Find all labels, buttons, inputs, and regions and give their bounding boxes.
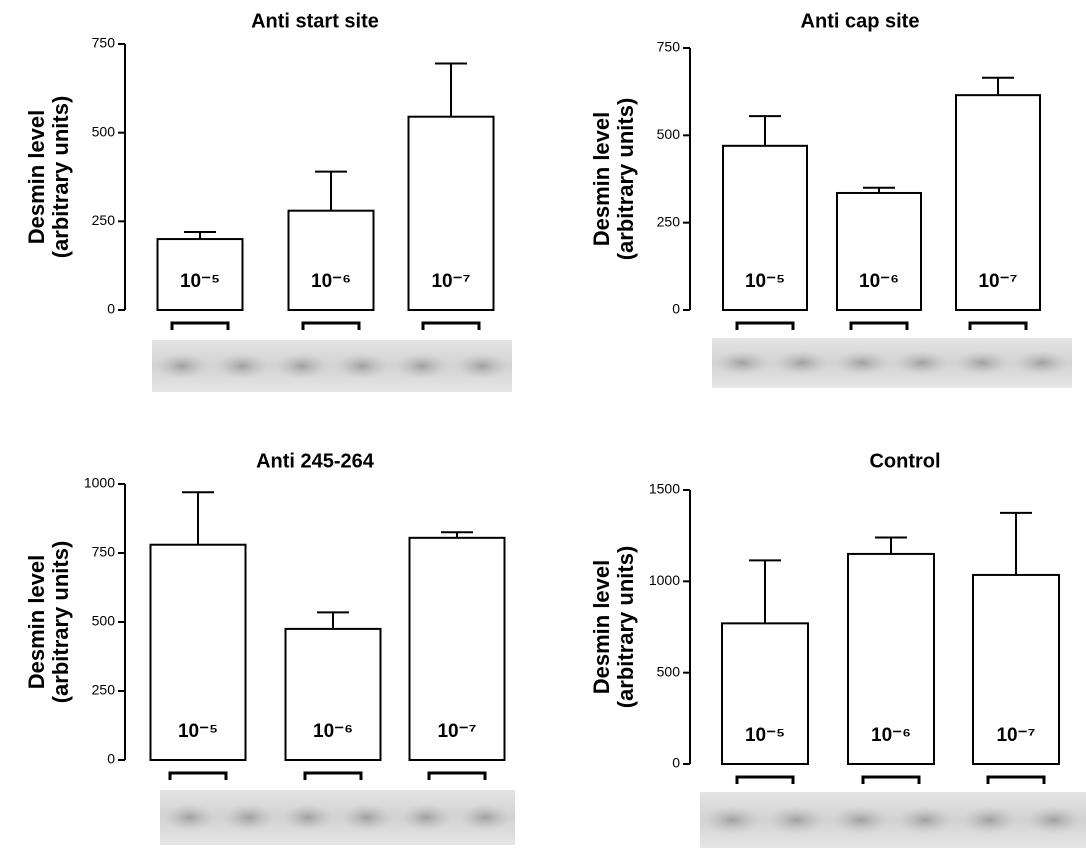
y-tick-label: 250 [657, 213, 681, 229]
bar-category-label: 10⁻⁵ [180, 271, 220, 292]
y-axis-label: (arbitrary units) [48, 96, 73, 259]
bar-category-label: 10⁻⁷ [431, 271, 470, 292]
blot-band [769, 806, 824, 834]
blot-band [456, 353, 507, 379]
bar-category-label: 10⁻⁶ [311, 271, 351, 292]
y-tick-label: 1000 [649, 572, 680, 588]
bar [837, 193, 921, 310]
bar-category-label: 10⁻⁵ [745, 271, 785, 292]
blot-band [836, 351, 887, 376]
blot-band [716, 351, 767, 376]
bar-category-label: 10⁻⁶ [313, 721, 353, 742]
blot-band [401, 804, 452, 832]
chart-title: Control [869, 450, 940, 472]
y-axis-label: Desmin level [589, 560, 614, 695]
y-tick-label: 750 [92, 35, 116, 51]
y-axis-label: Desmin level [24, 555, 49, 690]
y-tick-label: 750 [657, 39, 681, 55]
y-tick-label: 250 [92, 212, 116, 228]
y-tick-label: 0 [672, 301, 680, 317]
y-tick-label: 0 [672, 755, 680, 771]
panel: Anti 245-264 Desmin level(arbitrary units… [24, 450, 515, 845]
lane-bracket [737, 323, 793, 330]
lane-bracket [170, 773, 226, 780]
lane-bracket [970, 323, 1026, 330]
bar-category-label: 10⁻⁷ [996, 725, 1035, 746]
y-tick-label: 500 [657, 663, 681, 679]
blot-band [833, 806, 888, 834]
y-axis-label: (arbitrary units) [613, 98, 638, 261]
panel: Control Desmin level(arbitrary units) 0 500… [589, 450, 1086, 848]
bar-category-label: 10⁻⁶ [859, 271, 899, 292]
bar-category-label: 10⁻⁷ [437, 721, 476, 742]
lane-bracket [737, 777, 793, 784]
blot-band [396, 353, 447, 379]
blot-band [896, 351, 947, 376]
blot-band [223, 804, 274, 832]
lane-bracket [851, 323, 907, 330]
bar-category-label: 10⁻⁵ [178, 721, 218, 742]
y-tick-label: 500 [657, 126, 681, 142]
lane-bracket [305, 773, 361, 780]
bar-category-label: 10⁻⁷ [978, 271, 1017, 292]
lane-bracket [423, 323, 479, 330]
blot-band [705, 806, 760, 834]
bar-category-label: 10⁻⁵ [745, 725, 785, 746]
blot-band [956, 351, 1007, 376]
y-axis-label: (arbitrary units) [613, 546, 638, 709]
blot-band [460, 804, 511, 832]
blot-band [962, 806, 1017, 834]
blot-band [1026, 806, 1081, 834]
chart-title: Anti 245-264 [256, 450, 375, 472]
lane-bracket [429, 773, 485, 780]
y-tick-label: 500 [92, 613, 116, 629]
lane-bracket [303, 323, 359, 330]
y-tick-label: 1500 [649, 481, 680, 497]
chart-title: Anti cap site [801, 10, 920, 32]
y-tick-label: 0 [107, 301, 115, 317]
bar-category-label: 10⁻⁶ [871, 725, 911, 746]
lane-bracket [863, 777, 919, 784]
y-tick-label: 750 [92, 544, 116, 560]
blot-band [898, 806, 953, 834]
y-tick-label: 0 [107, 751, 115, 767]
lane-bracket [988, 777, 1044, 784]
y-axis-label: Desmin level [24, 110, 49, 245]
blot-band [1016, 351, 1067, 376]
blot-band [164, 804, 215, 832]
y-tick-label: 500 [92, 123, 116, 139]
bar [289, 211, 374, 310]
chart-title: Anti start site [251, 10, 379, 32]
y-tick-label: 1000 [84, 475, 115, 491]
blot-band [342, 804, 393, 832]
panel: Anti start site Desmin level(arbitrary un… [24, 10, 512, 392]
blot-band [216, 353, 267, 379]
y-axis-label: Desmin level [589, 112, 614, 247]
blot-band [336, 353, 387, 379]
blot-band [156, 353, 207, 379]
y-axis-label: (arbitrary units) [48, 541, 73, 704]
blot-band [276, 353, 327, 379]
figure: Anti start siteDesmin level(arbitrary un… [0, 0, 1086, 848]
panel: Anti cap site Desmin level(arbitrary unit… [589, 10, 1072, 388]
lane-bracket [172, 323, 228, 330]
blot-band [776, 351, 827, 376]
blot-band [283, 804, 334, 832]
y-tick-label: 250 [92, 682, 116, 698]
